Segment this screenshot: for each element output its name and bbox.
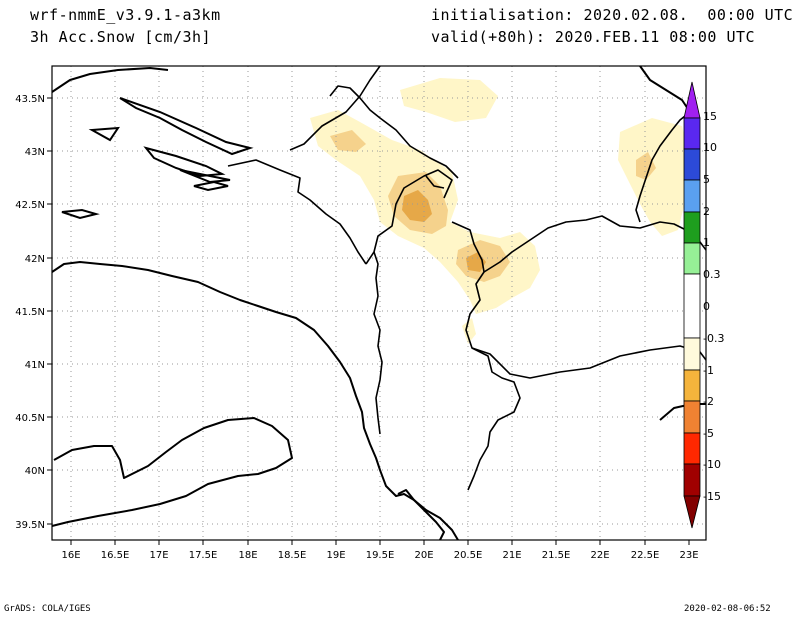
field-label: 3h Acc.Snow [cm/3h] xyxy=(30,28,212,46)
colorbar-box xyxy=(683,242,701,275)
snow-area-medium xyxy=(636,152,656,180)
colorbar-box xyxy=(683,432,701,465)
lon-label: 21E xyxy=(502,550,521,561)
colorbar-box xyxy=(683,463,701,497)
snow-area-light xyxy=(462,318,476,344)
colorbar-box xyxy=(683,148,701,181)
lat-label: 41.5N xyxy=(15,307,45,318)
colorbar-label: 0.3 xyxy=(703,268,721,281)
lon-label: 19E xyxy=(326,550,345,561)
colorbar-bottom-tip xyxy=(683,495,701,529)
axis-ticks xyxy=(47,97,690,545)
lat-label: 43N xyxy=(25,147,45,158)
colorbar-box xyxy=(683,369,701,402)
colorbar-box xyxy=(683,117,701,150)
lon-label: 22.5E xyxy=(631,550,660,561)
colorbar-box xyxy=(683,273,701,339)
lon-label: 18E xyxy=(238,550,257,561)
snow-area-heavy xyxy=(402,190,432,222)
lon-label: 18.5E xyxy=(278,550,307,561)
colorbar-label: 2 xyxy=(703,205,710,218)
colorbar xyxy=(683,81,701,529)
lon-label: 16.5E xyxy=(101,550,130,561)
lon-label: 17.5E xyxy=(189,550,218,561)
colorbar-label: -0.3 xyxy=(703,332,724,345)
lat-label: 42N xyxy=(25,254,45,265)
colorbar-label: 15 xyxy=(703,110,717,123)
plot-frame xyxy=(51,65,707,541)
lat-label: 40N xyxy=(25,466,45,477)
colorbar-box xyxy=(683,211,701,244)
colorbar-label: 5 xyxy=(703,173,710,186)
colorbar-label: 10 xyxy=(703,141,717,154)
snow-area-light xyxy=(400,78,498,122)
colorbar-label: -2 xyxy=(703,395,714,408)
lat-labels: 43.5N 43N 42.5N 42N 41.5N 41N 40.5N 40N … xyxy=(15,94,45,531)
lon-labels: 16E 16.5E 17E 17.5E 18E 18.5E 19E 19.5E … xyxy=(61,550,698,561)
footer-credit: GrADS: COLA/IGES xyxy=(4,604,91,614)
colorbar-label: 1 xyxy=(703,236,710,249)
lat-label: 40.5N xyxy=(15,413,45,424)
colorbar-label: -15 xyxy=(703,490,721,503)
lon-label: 20.5E xyxy=(454,550,483,561)
grid-lines xyxy=(52,66,706,540)
lat-label: 42.5N xyxy=(15,200,45,211)
lon-label: 22E xyxy=(590,550,609,561)
colorbar-label: 0 xyxy=(703,300,710,313)
colorbar-labels: 15 10 5 2 1 0.3 0 -0.3 -1 -2 -5 -10 -15 xyxy=(703,110,724,503)
colorbar-label: -1 xyxy=(703,364,714,377)
lon-label: 20E xyxy=(414,550,433,561)
lat-label: 41N xyxy=(25,360,45,371)
colorbar-box xyxy=(683,179,701,213)
lon-label: 19.5E xyxy=(366,550,395,561)
lat-label: 39.5N xyxy=(15,520,45,531)
islands xyxy=(61,97,254,220)
valid-time: valid(+80h): 2020.FEB.11 08:00 UTC xyxy=(431,28,756,46)
lon-label: 21.5E xyxy=(542,550,571,561)
snow-areas xyxy=(310,78,690,344)
footer-timestamp: 2020-02-08-06:52 xyxy=(684,604,771,614)
colorbar-label: -5 xyxy=(703,427,714,440)
colorbar-box xyxy=(683,400,701,434)
lon-label: 17E xyxy=(149,550,168,561)
snow-area-medium xyxy=(330,130,366,152)
colorbar-top-tip xyxy=(683,81,701,119)
colorbar-box xyxy=(683,337,701,371)
lon-label: 23E xyxy=(679,550,698,561)
lon-label: 16E xyxy=(61,550,80,561)
init-time: initialisation: 2020.02.08. 00:00 UTC xyxy=(431,6,794,24)
snow-area-light xyxy=(618,118,690,236)
colorbar-label: -10 xyxy=(703,458,721,471)
model-label: wrf-nmmE_v3.9.1-a3km xyxy=(30,6,221,24)
lat-label: 43.5N xyxy=(15,94,45,105)
